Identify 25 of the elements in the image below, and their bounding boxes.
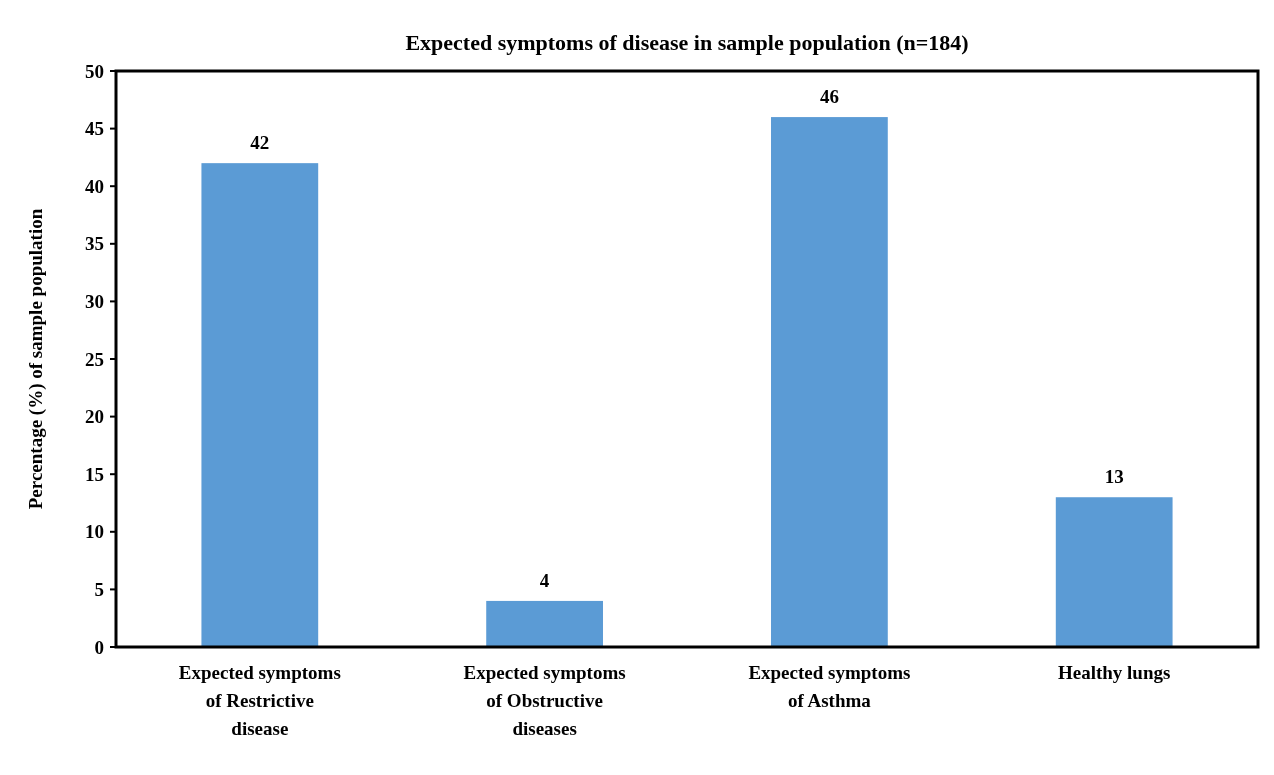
x-tick-label: Expected symptoms of Asthma bbox=[748, 662, 911, 711]
y-tick-label: 25 bbox=[85, 348, 104, 370]
y-tick-label: 15 bbox=[85, 463, 104, 485]
y-tick-label: 5 bbox=[94, 579, 104, 601]
y-axis-title: Percentage (%) of sample population bbox=[25, 208, 47, 510]
y-tick-label: 0 bbox=[94, 636, 104, 658]
data-label: 42 bbox=[250, 132, 270, 154]
x-tick-label: Expected symptoms of Obstructive diseases bbox=[463, 662, 626, 739]
bar bbox=[1055, 497, 1173, 647]
data-label: 4 bbox=[539, 569, 550, 591]
bar bbox=[201, 163, 319, 647]
y-tick-label: 45 bbox=[85, 118, 104, 140]
data-label: 13 bbox=[1104, 466, 1124, 488]
bar bbox=[771, 117, 888, 647]
y-tick-label: 30 bbox=[85, 291, 104, 313]
y-tick-label: 20 bbox=[85, 406, 104, 428]
x-tick-label: Expected symptoms of Restrictive disease bbox=[178, 662, 341, 739]
bar bbox=[486, 600, 603, 647]
x-tick-label: Healthy lungs bbox=[1057, 662, 1171, 683]
y-tick-label: 50 bbox=[85, 60, 104, 82]
y-tick-label: 40 bbox=[85, 175, 104, 197]
y-tick-label: 35 bbox=[85, 233, 104, 255]
y-tick-label: 10 bbox=[85, 521, 104, 543]
chart-title: Expected symptoms of disease in sample population (n=184) bbox=[405, 30, 969, 55]
data-label: 46 bbox=[819, 86, 839, 108]
